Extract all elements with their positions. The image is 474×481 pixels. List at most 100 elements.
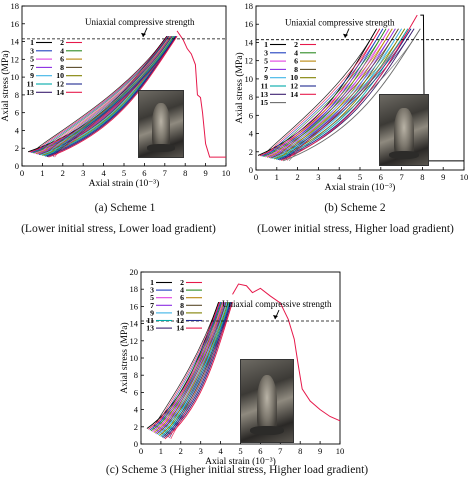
x-tick-label: 9: [203, 168, 207, 178]
legend-label: 8: [294, 65, 298, 74]
x-tick-label: 5: [358, 172, 362, 182]
legend-label: 7: [150, 301, 154, 310]
legend-label: 15: [260, 98, 268, 107]
legend-label: 6: [180, 293, 184, 302]
legend-label: 3: [150, 286, 154, 295]
cycle-curve-2: [259, 28, 381, 157]
x-tick-label: 4: [218, 446, 223, 456]
x-tick-label: 2: [61, 168, 65, 178]
y-axis-label: Axial stress (MPa): [119, 322, 130, 393]
legend-label: 5: [30, 55, 34, 64]
ucs-arrow-head: [141, 32, 146, 37]
legend-label: 10: [290, 73, 298, 82]
x-axis-label: Axial strain (10⁻³): [89, 178, 160, 189]
y-tick-label: 10: [11, 72, 20, 82]
cycle-unload-7: [274, 28, 396, 158]
y-tick-label: 18: [130, 284, 139, 294]
x-tick-label: 4: [101, 168, 106, 178]
cycle-unload-15: [288, 28, 421, 162]
cycle-unload-8: [44, 36, 173, 155]
cycle-curve-3: [261, 28, 384, 157]
legend-label: 9: [264, 73, 268, 82]
legend-label: 10: [56, 71, 64, 80]
x-tick-label: 2: [295, 172, 299, 182]
x-tick-label: 8: [298, 446, 302, 456]
x-tick-label: 7: [278, 446, 282, 456]
y-tick-label: 8: [249, 92, 253, 102]
y-tick-label: 2: [15, 143, 19, 153]
legend-label: 11: [261, 82, 268, 91]
cycle-curve-10: [273, 28, 406, 160]
x-tick-label: 7: [399, 172, 403, 182]
cycle-curve-7: [268, 28, 396, 159]
cycle-curve-15: [282, 28, 421, 162]
y-tick-label: 16: [130, 301, 139, 311]
legend-label: 14: [176, 324, 184, 333]
y-tick-label: 18: [245, 1, 254, 11]
x-tick-label: 6: [258, 446, 262, 456]
y-tick-label: 14: [130, 319, 139, 329]
x-tick-label: 5: [238, 446, 242, 456]
legend-label: 7: [30, 63, 34, 72]
cycle-unload-11: [281, 28, 409, 160]
cycle-unload-10: [280, 28, 406, 160]
x-tick-label: 4: [337, 172, 342, 182]
y-tick-label: 8: [15, 90, 19, 100]
legend-label: 6: [60, 55, 64, 64]
legend-label: 4: [180, 286, 184, 295]
x-tick-label: 10: [460, 172, 469, 182]
y-tick-label: 20: [130, 267, 139, 277]
cycle-unload-1: [33, 36, 168, 152]
cycle-unload-13: [52, 36, 177, 157]
caption-c: (c) Scheme 3 (Higher initial stress, Hig…: [105, 464, 369, 476]
y-tick-label: 6: [134, 387, 138, 397]
failure-curve: [232, 283, 341, 422]
x-tick-label: 3: [316, 172, 320, 182]
cycle-unload-4: [38, 36, 170, 154]
y-tick-label: 0: [134, 439, 138, 449]
ucs-arrow-head: [273, 315, 278, 320]
ucs-label: Uniaxial compressive strength: [285, 18, 395, 28]
caption-b-title: (b) Scheme 2: [324, 202, 386, 214]
x-tick-label: 3: [199, 446, 203, 456]
cycle-unload-2: [265, 28, 381, 156]
x-tick-label: 10: [336, 446, 345, 456]
y-tick-label: 14: [11, 37, 20, 47]
cycle-unload-5: [40, 36, 171, 154]
legend-label: 6: [294, 57, 298, 66]
cycle-unload-12: [283, 28, 412, 160]
ucs-label: Uniaxial compressive strength: [85, 17, 195, 27]
x-tick-label: 10: [222, 168, 231, 178]
legend-label: 2: [294, 40, 298, 49]
legend-label: 5: [264, 57, 268, 66]
cycle-unload-11: [49, 36, 175, 157]
x-tick-label: 9: [441, 172, 445, 182]
legend-label: 8: [60, 63, 64, 72]
cycle-unload-12: [51, 36, 176, 157]
cycle-unload-9: [46, 36, 174, 156]
caption-a-subtitle: (Lower initial stress, Lower load gradie…: [21, 223, 216, 235]
legend-label: 4: [294, 48, 298, 57]
legend-label: 13: [26, 88, 34, 97]
cycle-unload-4: [269, 28, 387, 157]
cycle-curve-6: [266, 28, 393, 158]
y-tick-label: 16: [11, 19, 20, 29]
cycle-unload-2: [35, 36, 168, 153]
cycle-curve-9: [272, 28, 402, 159]
cycle-unload-6: [41, 36, 172, 155]
legend-label: 9: [150, 308, 154, 317]
y-axis-label: Axial stress (MPa): [234, 52, 245, 123]
cycle-unload-14: [170, 301, 233, 439]
y-tick-label: 10: [130, 353, 139, 363]
y-tick-label: 12: [11, 54, 20, 64]
x-axis-label: Axial strain (10⁻³): [325, 182, 396, 193]
y-tick-label: 14: [245, 37, 254, 47]
legend-label: 1: [30, 38, 34, 47]
ucs-arrow-head: [343, 33, 348, 38]
x-tick-label: 9: [318, 446, 322, 456]
x-tick-label: 0: [254, 172, 258, 182]
y-axis-label: Axial stress (MPa): [0, 50, 11, 121]
legend-label: 2: [60, 38, 64, 47]
